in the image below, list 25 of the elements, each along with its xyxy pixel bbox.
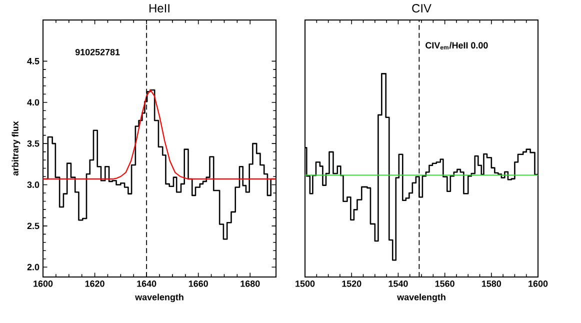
x-tick-label: 1500 bbox=[296, 280, 315, 287]
x-tick-label: 1620 bbox=[85, 280, 104, 287]
x-tick-label: 1560 bbox=[435, 280, 454, 287]
text: CIV$_{em}$/HeII 0.00 bbox=[426, 42, 488, 50]
x-axis-title: wavelength bbox=[397, 294, 446, 302]
annotation: 910252781 bbox=[75, 48, 120, 56]
x-tick-label: 1520 bbox=[342, 280, 362, 287]
chart-title: CIV bbox=[412, 4, 432, 12]
x-tick-label: 1540 bbox=[388, 280, 408, 287]
y-tick-label: 2.0 bbox=[27, 264, 40, 270]
y-tick-label: 4.0 bbox=[27, 99, 40, 106]
x-axis-title: wavelength bbox=[135, 294, 184, 302]
y-tick-label: 2.5 bbox=[27, 222, 40, 230]
x-tick-label: 1580 bbox=[482, 280, 502, 287]
y-axis-title: arbitrary flux bbox=[12, 121, 20, 176]
x-tick-label: 1600 bbox=[528, 280, 548, 287]
x-tick-label: 1600 bbox=[34, 280, 53, 287]
y-tick-label: 3.0 bbox=[27, 182, 40, 188]
line-series bbox=[42, 89, 277, 180]
x-tick-label: 1660 bbox=[188, 280, 208, 287]
y-tick-label: 3.5 bbox=[27, 140, 40, 147]
x-tick-label: 1640 bbox=[137, 280, 156, 287]
x-tick-label: 1680 bbox=[240, 280, 260, 287]
y-tick-label: 4.5 bbox=[27, 58, 40, 64]
chart-title: HeII bbox=[150, 4, 170, 12]
